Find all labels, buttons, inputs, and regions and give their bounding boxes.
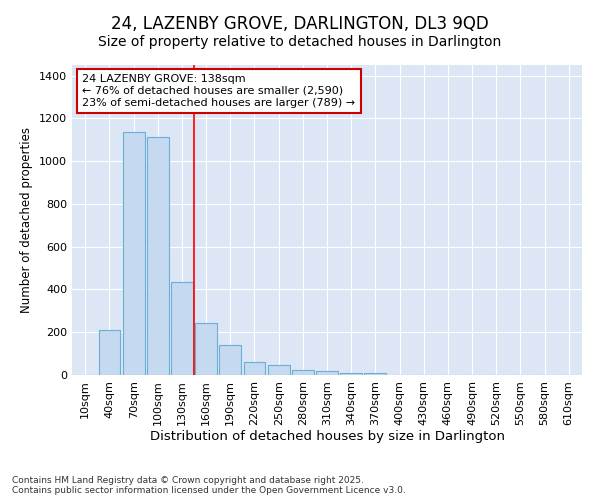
- Text: Contains HM Land Registry data © Crown copyright and database right 2025.
Contai: Contains HM Land Registry data © Crown c…: [12, 476, 406, 495]
- Bar: [340, 373, 362, 375]
- Bar: [123, 132, 145, 375]
- Bar: [147, 136, 169, 375]
- Bar: [220, 345, 241, 375]
- Bar: [292, 370, 314, 375]
- Bar: [316, 370, 338, 375]
- Text: 24 LAZENBY GROVE: 138sqm
← 76% of detached houses are smaller (2,590)
23% of sem: 24 LAZENBY GROVE: 138sqm ← 76% of detach…: [82, 74, 355, 108]
- Y-axis label: Number of detached properties: Number of detached properties: [20, 127, 34, 313]
- Bar: [244, 362, 265, 375]
- Text: Size of property relative to detached houses in Darlington: Size of property relative to detached ho…: [98, 35, 502, 49]
- X-axis label: Distribution of detached houses by size in Darlington: Distribution of detached houses by size …: [149, 430, 505, 444]
- Bar: [195, 322, 217, 375]
- Bar: [364, 373, 386, 375]
- Bar: [98, 330, 121, 375]
- Bar: [268, 366, 290, 375]
- Bar: [171, 282, 193, 375]
- Text: 24, LAZENBY GROVE, DARLINGTON, DL3 9QD: 24, LAZENBY GROVE, DARLINGTON, DL3 9QD: [111, 15, 489, 33]
